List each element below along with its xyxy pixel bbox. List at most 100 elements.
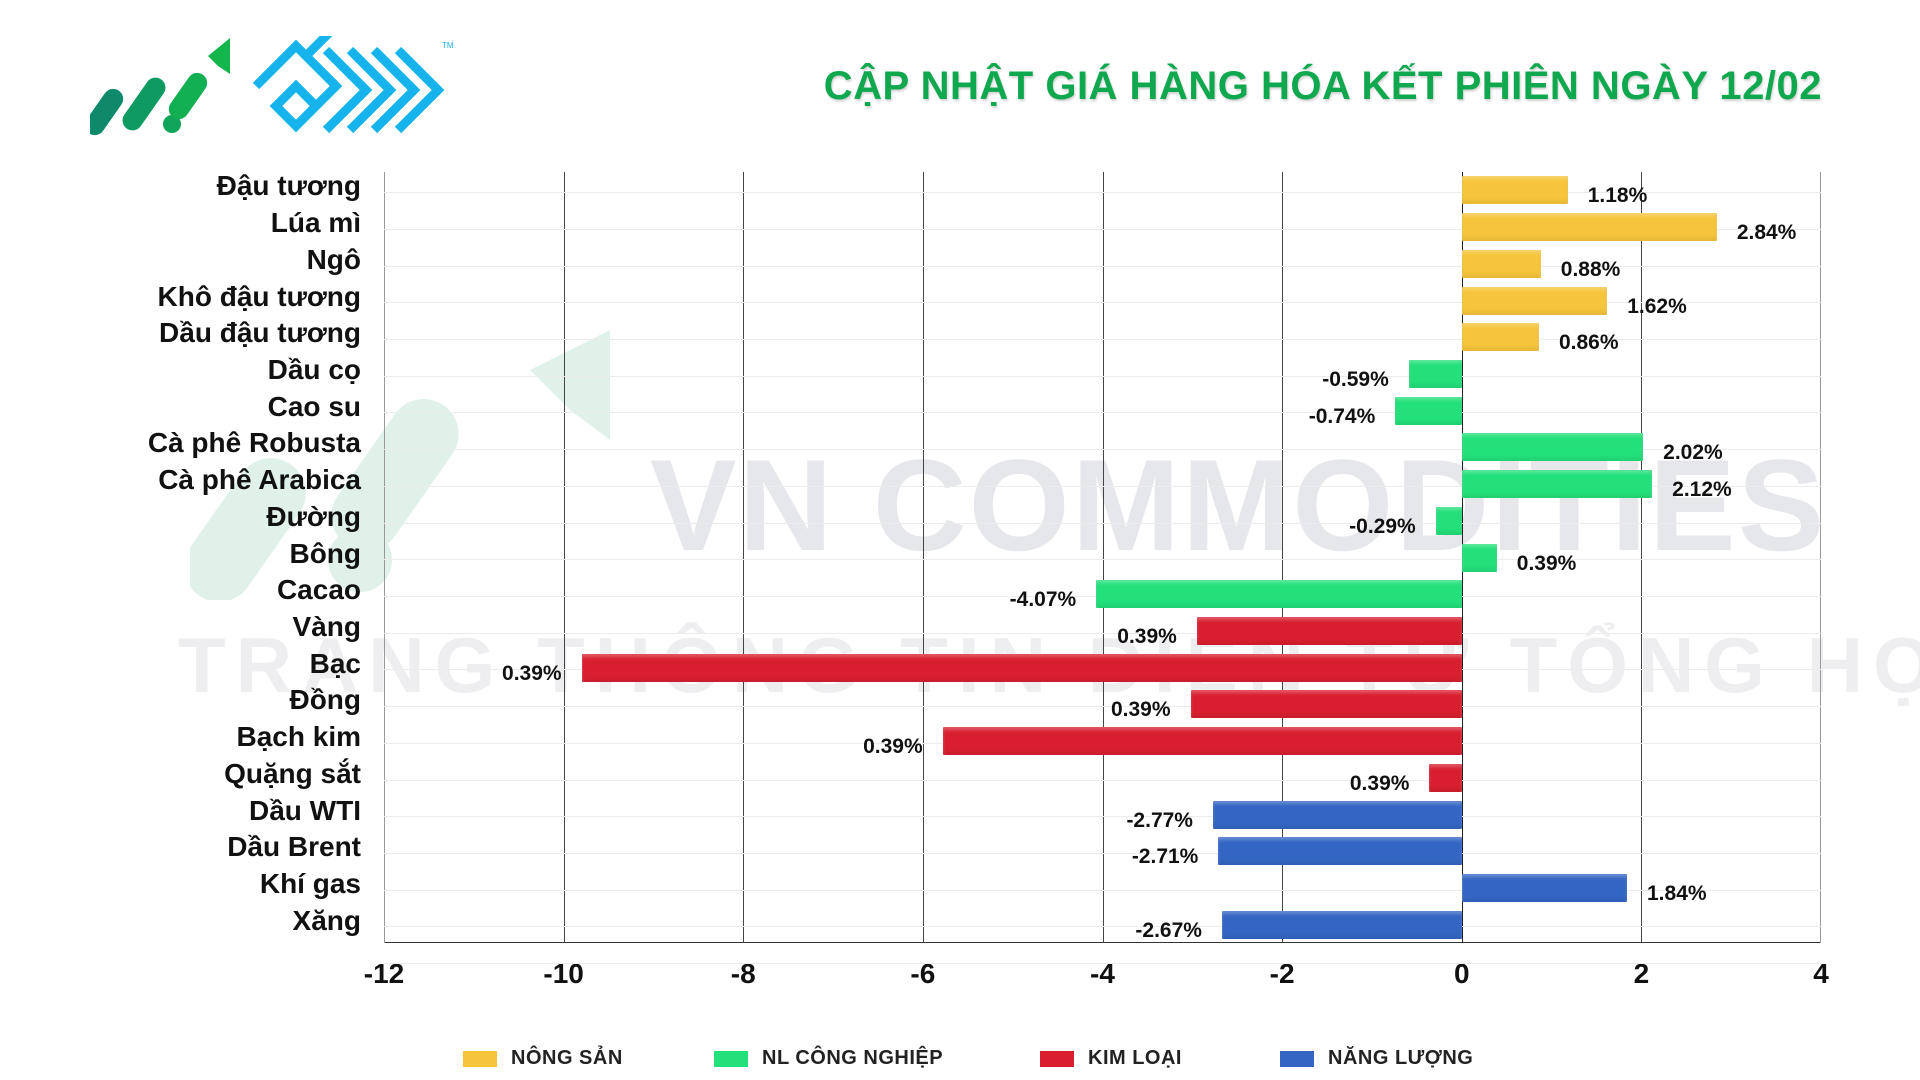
bar-value-label: 0.88% xyxy=(1560,257,1621,281)
bar-value-label: -2.67% xyxy=(1135,918,1202,942)
x-tick-label: -6 xyxy=(910,958,936,989)
vn-commodities-logo: TM xyxy=(90,36,454,136)
category-label: Ngô xyxy=(306,243,361,275)
x-tick-label: 4 xyxy=(1813,958,1829,989)
category-label: Dầu đậu tương xyxy=(159,317,361,349)
category-label: Cao su xyxy=(267,390,361,422)
bar xyxy=(1429,763,1462,792)
legend-swatch xyxy=(714,1050,748,1067)
x-tick-label: -4 xyxy=(1090,958,1115,989)
category-label: Quặng sắt xyxy=(224,757,361,789)
bar xyxy=(1221,910,1462,939)
maze-mark-icon xyxy=(252,36,445,134)
bar-value-label: 1.18% xyxy=(1587,184,1648,208)
legend-item-kim-loai: KIM LOẠI xyxy=(1040,1047,1182,1070)
category-label: Dầu WTI xyxy=(249,794,361,826)
x-tick-label: -10 xyxy=(543,958,584,989)
category-label: Khí gas xyxy=(259,867,361,899)
grid-line-horizontal xyxy=(384,522,1821,524)
category-label: Bông xyxy=(289,537,361,569)
bar-value-label: -4.07% xyxy=(1009,588,1077,612)
bar-value-label: -0.74% xyxy=(1308,404,1376,428)
grid-line-horizontal xyxy=(384,926,1821,928)
legend-label: KIM LOẠI xyxy=(1088,1047,1182,1069)
bar-value-label: 0.86% xyxy=(1558,331,1619,355)
bar xyxy=(1461,213,1717,242)
category-label: Cà phê Arabica xyxy=(158,464,361,496)
plot-right-edge xyxy=(1820,172,1821,943)
category-label: Đồng xyxy=(289,684,361,716)
bar xyxy=(1461,543,1497,572)
category-label: Lúa mì xyxy=(270,207,361,239)
x-tick-label: -12 xyxy=(363,958,405,989)
grid-line-horizontal xyxy=(384,228,1821,230)
bar xyxy=(1190,690,1462,719)
legend-item-nang-luong: NĂNG LƯỢNG xyxy=(1280,1047,1473,1070)
bar xyxy=(1461,433,1644,462)
grid-line-horizontal xyxy=(384,412,1821,414)
grid-line-horizontal xyxy=(384,963,1821,965)
category-label: Đậu tương xyxy=(216,170,361,202)
grid-line-horizontal xyxy=(384,192,1821,194)
legend-label: NÔNG SẢN xyxy=(511,1047,623,1069)
grid-line-vertical xyxy=(1641,172,1643,943)
grid-line-horizontal xyxy=(384,375,1821,377)
plot-area: 1.18% 2.84% 0.88% 1.62% 0.86% -0.59% -0.74% 2.0… xyxy=(384,172,1821,965)
bar-value-label: 1.84% xyxy=(1647,881,1707,905)
chart-title: CẬP NHẬT GIÁ HÀNG HÓA KẾT PHIÊN NGÀY 12/… xyxy=(823,64,1822,108)
grid-line-vertical xyxy=(1282,172,1284,943)
bar-value-label: -2.71% xyxy=(1131,845,1199,869)
category-label: Đường xyxy=(266,500,361,532)
bar xyxy=(1395,396,1462,425)
bar xyxy=(1096,580,1462,609)
legend-swatch xyxy=(1280,1050,1314,1067)
legend-item-nong-san: NÔNG SẢN xyxy=(463,1047,623,1070)
bar-value-label: 0.39% xyxy=(1117,624,1177,648)
bar-value-label: 2.12% xyxy=(1672,478,1732,502)
category-label: Dầu cọ xyxy=(267,353,361,385)
bar-value-label: 0.39% xyxy=(863,735,923,759)
grid-line-horizontal xyxy=(384,889,1821,891)
category-label: Cà phê Robusta xyxy=(147,427,361,459)
grid-line-horizontal xyxy=(384,265,1821,267)
bar-value-label: -0.29% xyxy=(1349,514,1416,538)
legend-label: NL CÔNG NGHIỆP xyxy=(762,1047,944,1069)
x-tick-label: 0 xyxy=(1453,958,1470,989)
grid-line-horizontal xyxy=(384,816,1821,818)
x-tick-label: -8 xyxy=(730,958,756,989)
bar xyxy=(1212,800,1462,829)
bar xyxy=(1461,470,1653,499)
x-tick-label: 2 xyxy=(1633,958,1650,989)
bar xyxy=(1408,359,1462,388)
category-label: Vàng xyxy=(292,610,361,642)
grid-line-vertical xyxy=(743,172,745,943)
bar xyxy=(1461,873,1627,902)
category-label: Khô đậu tương xyxy=(157,280,361,312)
grid-line-horizontal xyxy=(384,779,1821,781)
legend-label: NĂNG LƯỢNG xyxy=(1328,1047,1474,1069)
bar-value-label: -0.59% xyxy=(1322,367,1389,391)
bar-value-label: 2.02% xyxy=(1663,441,1723,465)
bar xyxy=(581,653,1462,682)
category-label: Cacao xyxy=(276,574,361,606)
rising-chart-icon xyxy=(90,38,230,136)
bar-value-label: 0.39% xyxy=(1349,771,1410,795)
category-label: Bạch kim xyxy=(236,721,362,753)
bar xyxy=(1461,323,1539,352)
bar xyxy=(1435,506,1462,535)
bar xyxy=(1461,176,1568,205)
x-tick-label: -2 xyxy=(1269,958,1295,989)
bar xyxy=(942,727,1462,756)
bar xyxy=(1461,286,1608,315)
grid-line-vertical xyxy=(563,172,565,943)
bar xyxy=(1461,249,1541,278)
bar xyxy=(1196,616,1462,645)
grid-line-horizontal xyxy=(384,853,1821,855)
grid-line-horizontal xyxy=(384,559,1821,561)
bar xyxy=(1218,837,1462,866)
bar-value-label: 1.62% xyxy=(1627,294,1687,318)
bar-value-label: 0.39% xyxy=(1110,698,1171,722)
bar-value-label: 0.39% xyxy=(502,661,562,685)
category-label: Bạc xyxy=(309,647,361,679)
category-label: Xăng xyxy=(292,904,361,936)
